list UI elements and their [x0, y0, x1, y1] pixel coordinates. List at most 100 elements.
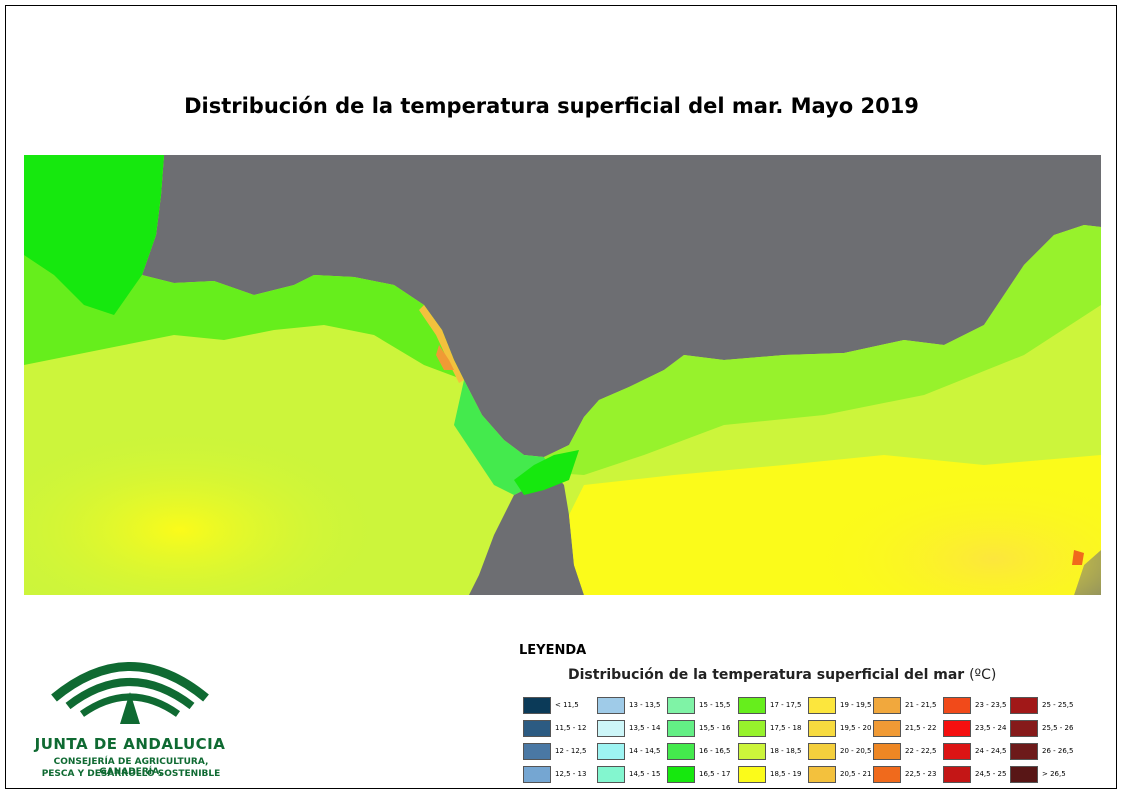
legend-label: 21 - 21,5 — [905, 701, 937, 709]
legend-label: 15 - 15,5 — [699, 701, 731, 709]
legend-grid: < 11,5 11,5 - 12 12 - 12,5 12,5 - 13 13 - 13… — [523, 696, 1083, 786]
legend-item: 23 - 23,5 — [943, 696, 1006, 714]
legend-item: 26 - 26,5 — [1010, 742, 1073, 760]
legend-label: 19,5 - 20 — [840, 724, 872, 732]
legend-label: 12 - 12,5 — [555, 747, 587, 755]
legend-item: 25,5 - 26 — [1010, 719, 1073, 737]
logo-name: JUNTA DE ANDALUCIA — [34, 735, 226, 753]
legend-item: 13,5 - 14 — [597, 719, 660, 737]
legend-item: < 11,5 — [523, 696, 579, 714]
legend-label: 24,5 - 25 — [975, 770, 1007, 778]
legend-label: 24 - 24,5 — [975, 747, 1007, 755]
legend-label: 15,5 - 16 — [699, 724, 731, 732]
legend-label: 13,5 - 14 — [629, 724, 661, 732]
legend-item: 16,5 - 17 — [667, 765, 730, 783]
legend-label: 20,5 - 21 — [840, 770, 872, 778]
legend-label: 11,5 - 12 — [555, 724, 587, 732]
legend-item: 24 - 24,5 — [943, 742, 1006, 760]
logo-arc-outer — [51, 662, 209, 702]
legend-swatch — [873, 719, 901, 737]
legend-label: 19 - 19,5 — [840, 701, 872, 709]
map-title: Distribución de la temperatura superfici… — [184, 94, 919, 118]
legend-label: 18,5 - 19 — [770, 770, 802, 778]
legend-item: 17 - 17,5 — [738, 696, 801, 714]
legend-swatch — [808, 719, 836, 737]
legend-swatch — [808, 696, 836, 714]
legend-label: 25 - 25,5 — [1042, 701, 1074, 709]
legend-unit: (ºC) — [969, 667, 997, 683]
legend-item: 22,5 - 23 — [873, 765, 936, 783]
legend-heading: LEYENDA — [519, 643, 587, 658]
junta-andalucia-logo — [51, 662, 209, 724]
legend-item: 24,5 - 25 — [943, 765, 1006, 783]
legend-label: 21,5 - 22 — [905, 724, 937, 732]
legend-item: 20 - 20,5 — [808, 742, 871, 760]
legend-swatch — [873, 742, 901, 760]
logo-department-line1: CONSEJERÍA DE AGRICULTURA, GANADERÍA, — [53, 757, 209, 777]
sea-temperature-map — [24, 155, 1101, 595]
legend-swatch — [808, 765, 836, 783]
legend-item: 19 - 19,5 — [808, 696, 871, 714]
legend-swatch — [597, 742, 625, 760]
legend-label: < 11,5 — [555, 701, 579, 709]
legend-subtitle: Distribución de la temperatura superfici… — [568, 667, 996, 683]
legend-label: 13 - 13,5 — [629, 701, 661, 709]
legend-swatch — [523, 696, 551, 714]
legend-swatch — [1010, 742, 1038, 760]
legend-swatch — [943, 696, 971, 714]
legend-swatch — [808, 742, 836, 760]
legend-label: 14,5 - 15 — [629, 770, 661, 778]
legend-label: 14 - 14,5 — [629, 747, 661, 755]
legend-item: 19,5 - 20 — [808, 719, 871, 737]
legend-item: 16 - 16,5 — [667, 742, 730, 760]
legend-label: 22,5 - 23 — [905, 770, 937, 778]
legend-swatch — [1010, 719, 1038, 737]
warm-corner-hotspot — [1072, 550, 1084, 565]
legend-swatch — [943, 742, 971, 760]
legend-item: 23,5 - 24 — [943, 719, 1006, 737]
legend-swatch — [1010, 765, 1038, 783]
legend-label: 25,5 - 26 — [1042, 724, 1074, 732]
legend-label: 20 - 20,5 — [840, 747, 872, 755]
legend-item: 21 - 21,5 — [873, 696, 936, 714]
legend-swatch — [667, 719, 695, 737]
logo-column — [120, 692, 140, 724]
legend-swatch — [597, 719, 625, 737]
legend-swatch — [597, 696, 625, 714]
legend-label: > 26,5 — [1042, 770, 1066, 778]
legend-swatch — [667, 742, 695, 760]
legend-swatch — [738, 742, 766, 760]
legend-swatch — [738, 765, 766, 783]
logo-department-line2: PESCA Y DESARROLLO SOSTENIBLE — [41, 769, 221, 779]
logo-arc-middle — [65, 678, 195, 710]
warm-coast-hotspot — [436, 345, 454, 370]
legend-swatch — [667, 696, 695, 714]
legend-label: 26 - 26,5 — [1042, 747, 1074, 755]
legend-label: 18 - 18,5 — [770, 747, 802, 755]
legend-swatch — [873, 696, 901, 714]
legend-label: 22 - 22,5 — [905, 747, 937, 755]
legend-swatch — [738, 719, 766, 737]
legend-label: 23,5 - 24 — [975, 724, 1007, 732]
legend-label: 17 - 17,5 — [770, 701, 802, 709]
legend-subtitle-text: Distribución de la temperatura superfici… — [568, 667, 965, 683]
legend-swatch — [943, 719, 971, 737]
legend-item: 14 - 14,5 — [597, 742, 660, 760]
warm-coast-strip — [419, 305, 464, 383]
legend-item: > 26,5 — [1010, 765, 1066, 783]
legend-swatch — [738, 696, 766, 714]
legend-swatch — [523, 742, 551, 760]
legend-item: 18,5 - 19 — [738, 765, 801, 783]
legend-label: 12,5 - 13 — [555, 770, 587, 778]
legend-item: 12 - 12,5 — [523, 742, 586, 760]
legend-item: 15,5 - 16 — [667, 719, 730, 737]
legend-label: 16,5 - 17 — [699, 770, 731, 778]
legend-item: 20,5 - 21 — [808, 765, 871, 783]
legend-swatch — [667, 765, 695, 783]
legend-item: 25 - 25,5 — [1010, 696, 1073, 714]
legend-swatch — [943, 765, 971, 783]
map-frame — [5, 5, 1117, 789]
legend-label: 16 - 16,5 — [699, 747, 731, 755]
legend-item: 15 - 15,5 — [667, 696, 730, 714]
legend-label: 23 - 23,5 — [975, 701, 1007, 709]
